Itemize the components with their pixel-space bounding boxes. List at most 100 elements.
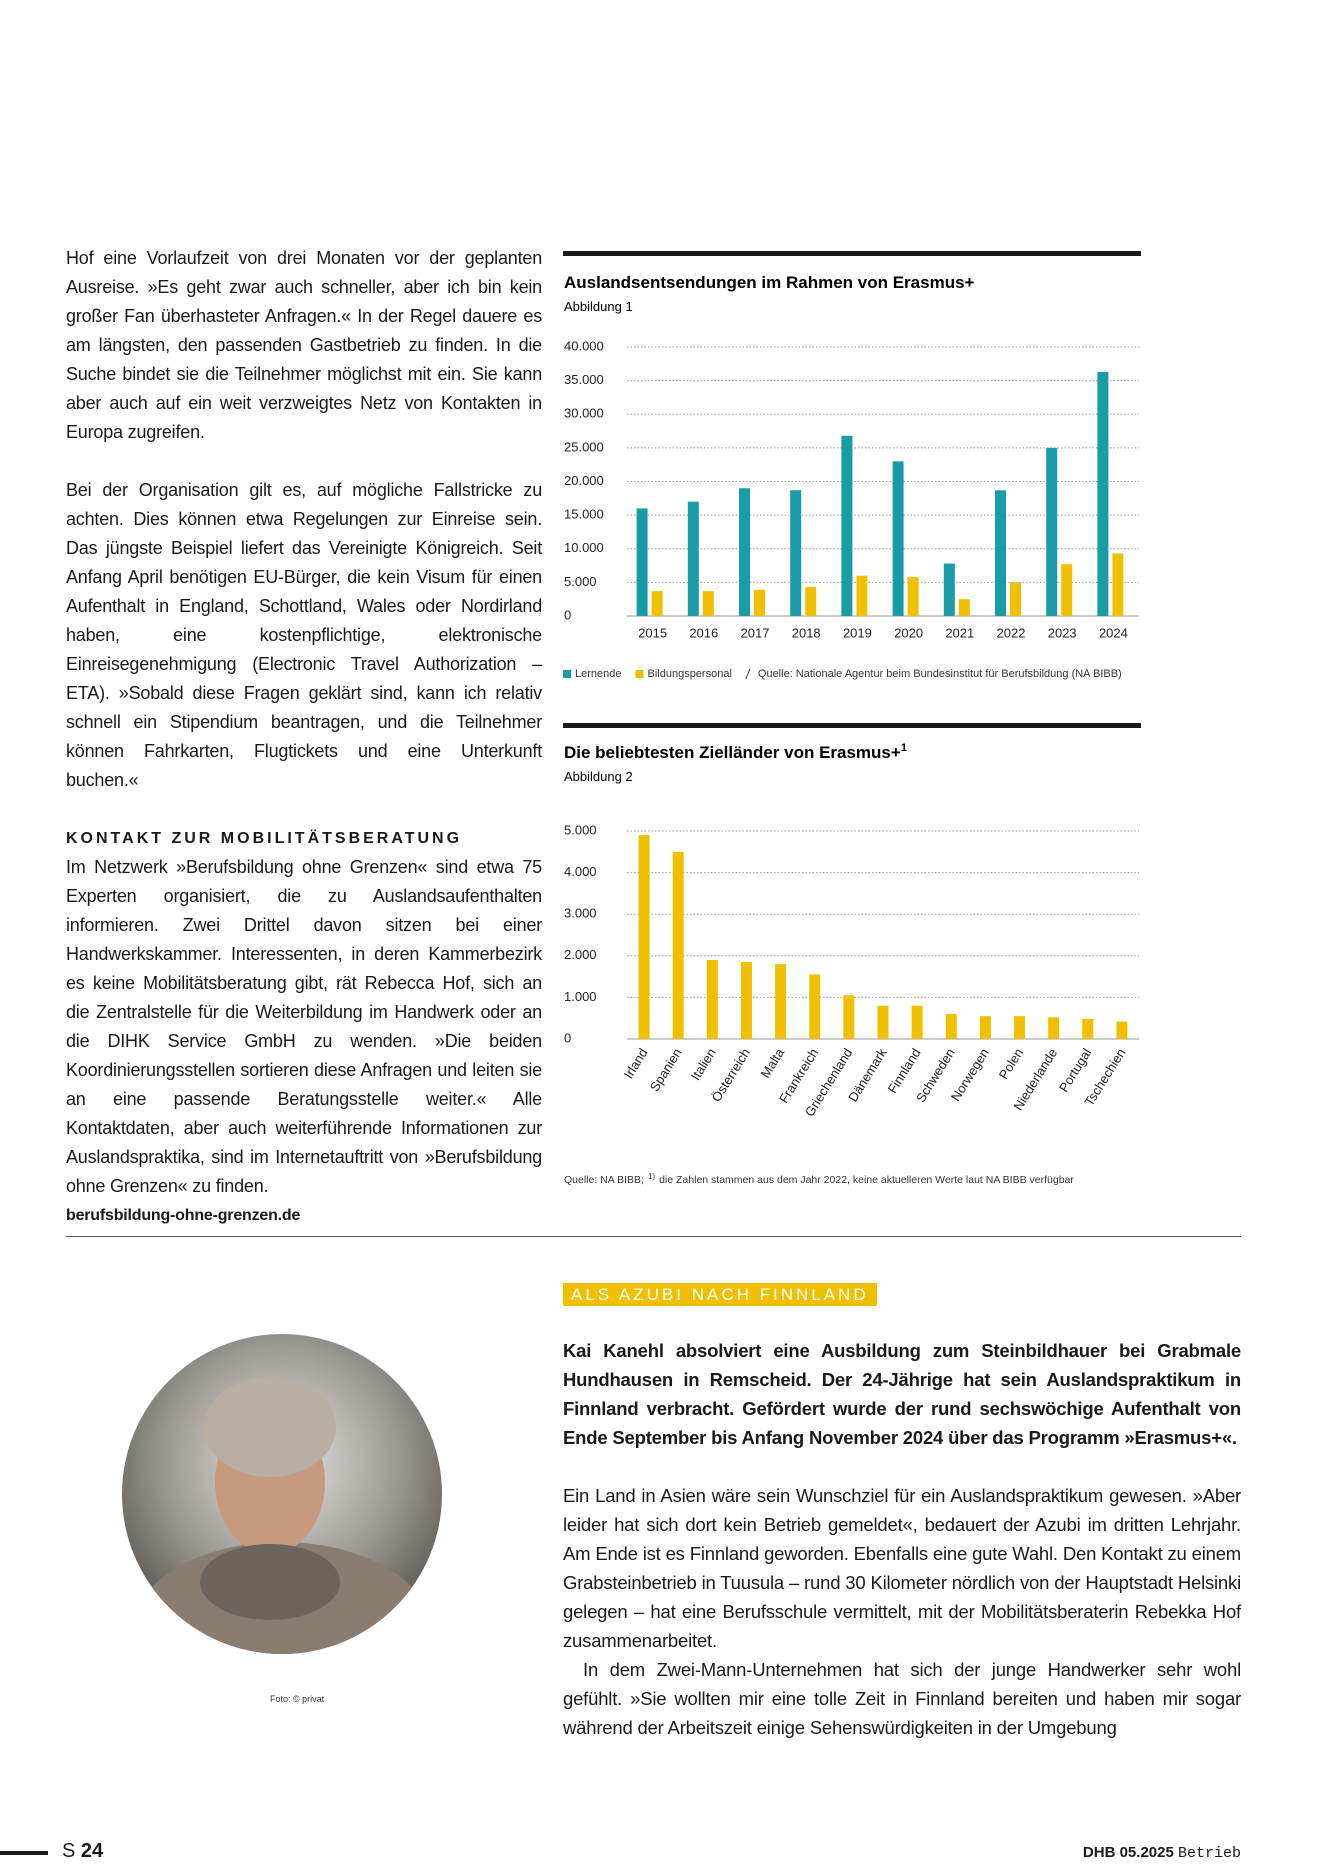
y-tick-label: 5.000: [564, 822, 597, 837]
legend-label: Lernende: [575, 668, 622, 680]
page-number: S 24: [62, 1840, 103, 1863]
y-tick-label: 15.000: [564, 507, 604, 522]
bar: [706, 959, 718, 1039]
title-text: Die beliebtesten Zielländer von Erasmus+: [564, 743, 901, 762]
paragraph: Hof eine Vorlaufzeit von drei Monaten vo…: [66, 248, 542, 442]
box-label: ALS AZUBI NACH FINNLAND: [563, 1283, 877, 1306]
x-tick-label: 2021: [945, 625, 974, 640]
bar: [1046, 447, 1058, 616]
footer-bar: [0, 1851, 48, 1855]
paragraph: In dem Zwei-Mann-Unternehmen hat sich de…: [563, 1659, 1241, 1738]
chart-title: Die beliebtesten Zielländer von Erasmus+…: [564, 742, 907, 762]
paragraph: Bei der Organisation gilt es, auf möglic…: [66, 480, 542, 790]
bar: [809, 974, 821, 1039]
section: Betrieb: [1177, 1845, 1241, 1862]
x-tick-label: 2019: [843, 625, 872, 640]
chart-rule: [563, 723, 1141, 728]
footer-right: DHB 05.2025 Betrieb: [1083, 1844, 1241, 1862]
x-tick-label: 2015: [638, 625, 667, 640]
x-tick-label: 2017: [741, 625, 770, 640]
y-tick-label: 1.000: [564, 989, 597, 1004]
x-tick-label: Malta: [758, 1045, 788, 1081]
bar: [843, 995, 855, 1039]
x-tick-label: 2020: [894, 625, 923, 640]
bar: [775, 964, 787, 1039]
bar: [1014, 1016, 1026, 1039]
section-heading: KONTAKT ZUR MOBILITÄTSBERATUNG: [66, 830, 463, 847]
photo-credit: Foto: © privat: [270, 1694, 325, 1704]
chart-source: Quelle: NA BIBB; 1) die Zahlen stammen aus…: [564, 1172, 1074, 1186]
y-tick-label: 4.000: [564, 864, 597, 879]
page-prefix: S: [62, 1840, 76, 1862]
chart-source: Quelle: Nationale Agentur beim Bundesins…: [758, 668, 1122, 680]
y-tick-label: 30.000: [564, 406, 604, 421]
bar: [790, 490, 802, 616]
x-tick-label: 2016: [689, 625, 718, 640]
bar: [1010, 582, 1021, 616]
chart-title: Auslandsentsendungen im Rahmen von Erasm…: [564, 273, 975, 292]
footnote-mark: 1): [648, 1172, 655, 1181]
x-tick-label: Spanien: [647, 1046, 685, 1094]
bar: [1061, 564, 1073, 616]
box-text: Kai Kanehl absolviert eine Ausbildung zu…: [563, 1336, 1241, 1742]
page-num: 24: [80, 1840, 104, 1862]
bar: [638, 835, 650, 1039]
bar: [805, 587, 817, 616]
paragraph: Im Netzwerk »Berufsbildung ohne Grenzen«…: [66, 857, 542, 1196]
y-tick-label: 2.000: [564, 947, 597, 962]
separator: [66, 1236, 1241, 1237]
bar: [1082, 1019, 1094, 1039]
legend-swatch: [635, 670, 644, 678]
bar: [995, 490, 1006, 616]
bar: [856, 575, 868, 616]
bar: [877, 1005, 889, 1039]
chart: Die beliebtesten Zielländer von Erasmus+…: [563, 723, 1141, 1186]
y-tick-label: 35.000: [564, 372, 604, 387]
x-tick-label: Polen: [996, 1046, 1026, 1082]
chart-rule: [563, 251, 1141, 256]
link[interactable]: berufsbildung-ohne-grenzen.de: [66, 1207, 301, 1224]
bar: [1097, 371, 1109, 616]
bar: [672, 851, 684, 1039]
bar: [841, 435, 853, 616]
bar: [651, 591, 663, 616]
x-tick-label: Italien: [688, 1046, 719, 1083]
chart-subtitle: Abbildung 2: [564, 769, 633, 784]
footnote: die Zahlen stammen aus dem Jahr 2022, ke…: [659, 1174, 1074, 1186]
bar: [907, 576, 919, 616]
legend-swatch: [563, 670, 571, 678]
y-tick-label: 25.000: [564, 439, 604, 454]
title-superscript: 1: [901, 742, 907, 754]
bar: [687, 501, 699, 616]
bar: [1048, 1017, 1060, 1039]
x-tick-label: Irland: [621, 1046, 651, 1082]
bar: [739, 488, 750, 616]
photo: [122, 1334, 442, 1654]
box-label-wrap: ALS AZUBI NACH FINNLAND: [563, 1283, 877, 1306]
chart: Auslandsentsendungen im Rahmen von Erasm…: [563, 251, 1141, 680]
bar: [702, 591, 714, 616]
y-tick-label: 5.000: [564, 574, 597, 589]
x-tick-label: 2024: [1099, 625, 1128, 640]
y-tick-label: 10.000: [564, 540, 604, 555]
bar: [945, 1014, 957, 1039]
x-tick-label: 2018: [792, 625, 821, 640]
bar: [1116, 1021, 1128, 1039]
legend-label: Bildungspersonal: [648, 668, 732, 680]
lead: Kai Kanehl absolviert eine Ausbildung zu…: [563, 1340, 1241, 1448]
x-tick-label: 2023: [1048, 625, 1077, 640]
bar: [979, 1016, 991, 1039]
bar: [892, 461, 904, 616]
y-tick-label: 40.000: [564, 338, 604, 353]
bar: [958, 599, 970, 616]
y-tick-label: 20.000: [564, 473, 604, 488]
paragraph: Ein Land in Asien wäre sein Wunschziel f…: [563, 1485, 1241, 1651]
chart-subtitle: Abbildung 1: [564, 299, 633, 314]
y-tick-label: 0: [564, 607, 571, 622]
y-tick-label: 0: [564, 1030, 571, 1045]
bar: [754, 589, 765, 616]
bar: [740, 962, 752, 1039]
left-column: Hof eine Vorlaufzeit von drei Monaten vo…: [66, 244, 542, 1230]
x-tick-label: 2022: [997, 625, 1026, 640]
